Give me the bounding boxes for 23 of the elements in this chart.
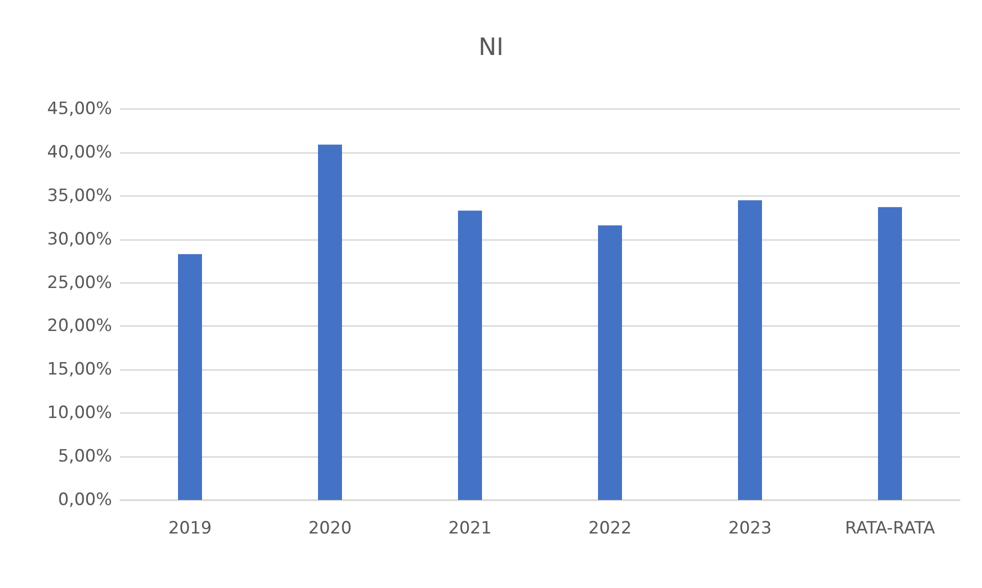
x-tick-label: 2023 [728, 518, 772, 538]
x-tick-label: 2020 [308, 518, 352, 538]
y-tick-label: 25,00% [47, 272, 112, 293]
y-tick-label: 45,00% [47, 99, 112, 119]
y-tick-label: 35,00% [47, 186, 112, 206]
x-tick-label: RATA-RATA [844, 518, 936, 538]
y-tick-label: 20,00% [47, 316, 112, 336]
x-tick-label: 2019 [168, 518, 212, 538]
chart-title: NI [478, 33, 504, 61]
x-tick-label: 2021 [448, 518, 492, 538]
bar [178, 254, 202, 500]
y-tick-label: 0,00% [58, 490, 112, 510]
bar [738, 200, 762, 500]
bar [458, 210, 482, 500]
bar [318, 144, 342, 500]
y-tick-label: 15,00% [47, 360, 112, 380]
y-tick-label: 5,00% [58, 446, 112, 467]
y-tick-label: 30,00% [47, 229, 112, 250]
y-tick-label: 40,00% [47, 142, 112, 162]
bar [598, 225, 622, 500]
x-tick-label: 2022 [588, 518, 632, 538]
y-tick-label: 10,00% [47, 403, 112, 424]
bar [878, 207, 902, 500]
